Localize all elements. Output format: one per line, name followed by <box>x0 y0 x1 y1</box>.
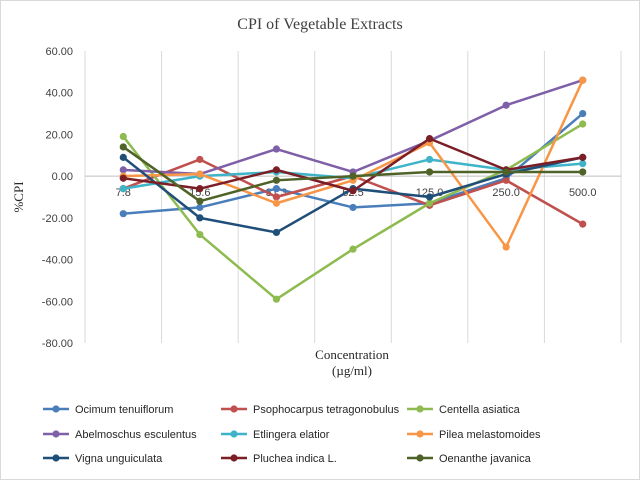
legend-swatch-marker <box>52 454 60 462</box>
legend-label: Vigna unguiculata <box>75 453 163 465</box>
legend-label: Psophocarpus tetragonobulus <box>253 404 400 416</box>
legend-label: Pluchea indica L. <box>253 453 337 465</box>
y-tick-label: -20.00 <box>42 213 73 225</box>
legend-label: Pilea melastomoides <box>439 429 541 441</box>
data-point <box>196 230 204 239</box>
legend-label: Abelmoschus esculentus <box>75 429 197 441</box>
legend: Ocimum tenuiflorum Psophocarpus tetragono… <box>43 404 541 465</box>
legend-item: Pilea melastomoides <box>407 429 541 441</box>
legend-item: Abelmoschus esculentus <box>43 429 197 441</box>
legend-swatch-marker <box>230 430 238 438</box>
data-point <box>272 295 281 303</box>
legend-item: Psophocarpus tetragonobulus <box>221 404 400 416</box>
data-point <box>579 120 587 128</box>
data-point <box>119 174 127 182</box>
data-point <box>425 199 434 207</box>
data-point <box>502 243 510 251</box>
chart-title: CPI of Vegetable Extracts <box>237 16 402 33</box>
data-point <box>579 76 587 84</box>
legend-item: Oenanthe javanica <box>407 453 532 465</box>
data-point <box>579 109 587 118</box>
legend-label: Etlingera elatior <box>253 429 330 441</box>
legend-swatch-marker <box>416 405 424 413</box>
legend-swatch-marker <box>230 454 238 462</box>
y-tick-label: 60.00 <box>45 46 73 58</box>
data-point <box>272 176 281 184</box>
y-axis-ticks: 60.00 40.00 20.00 0.00 -20.00 -40.00 -60.00 -80… <box>42 46 73 350</box>
data-point <box>196 197 204 205</box>
data-point <box>579 160 587 168</box>
data-point <box>119 143 127 151</box>
legend-item: Pluchea indica L. <box>221 453 337 465</box>
x-tick-label: 250.0 <box>492 187 520 199</box>
data-point <box>425 168 434 176</box>
data-point <box>502 168 510 176</box>
data-point <box>502 101 510 109</box>
data-point <box>349 172 357 180</box>
y-tick-label: -40.00 <box>42 255 73 267</box>
data-point <box>425 135 434 143</box>
data-point <box>196 214 204 222</box>
series-group <box>119 76 587 303</box>
data-point <box>272 199 281 207</box>
data-point <box>272 145 281 153</box>
data-point <box>349 203 357 212</box>
data-point <box>579 220 587 228</box>
series <box>119 76 587 251</box>
data-point <box>349 187 357 195</box>
data-point <box>349 245 357 253</box>
data-point <box>196 170 204 178</box>
y-tick-label: -80.00 <box>42 338 73 350</box>
data-point <box>579 153 587 161</box>
data-point <box>425 155 434 164</box>
y-axis-title: %CPI <box>11 181 26 212</box>
series <box>119 143 587 205</box>
legend-item: Etlingera elatior <box>221 429 330 441</box>
data-point <box>579 168 587 176</box>
data-point <box>272 228 281 237</box>
legend-label: Centella asiatica <box>439 404 521 416</box>
data-point <box>196 203 204 212</box>
data-point <box>502 176 510 184</box>
data-point <box>425 193 434 201</box>
y-tick-label: -60.00 <box>42 296 73 308</box>
legend-swatch-marker <box>230 405 238 413</box>
legend-label: Ocimum tenuiflorum <box>75 404 173 416</box>
data-point <box>196 155 204 164</box>
data-point <box>272 193 281 201</box>
legend-swatch-marker <box>416 430 424 438</box>
legend-label: Oenanthe javanica <box>439 453 532 465</box>
x-tick-label: 500.0 <box>569 187 597 199</box>
legend-swatch-marker <box>52 430 60 438</box>
y-tick-label: 0.00 <box>52 171 73 183</box>
data-point <box>272 185 281 193</box>
data-point <box>119 153 127 161</box>
legend-item: Vigna unguiculata <box>43 453 163 465</box>
y-tick-label: 40.00 <box>45 88 73 100</box>
data-point <box>119 210 127 218</box>
series <box>119 120 587 303</box>
x-tick-label: 7.8 <box>116 187 131 199</box>
data-point <box>119 132 127 141</box>
x-axis-title: Concentration <box>315 347 389 362</box>
y-tick-label: 20.00 <box>45 129 73 141</box>
data-point <box>119 166 127 174</box>
legend-item: Centella asiatica <box>407 404 521 416</box>
legend-swatch-marker <box>416 454 424 462</box>
x-axis-unit: (µg/ml) <box>332 363 372 378</box>
series-line <box>123 79 584 176</box>
data-point <box>119 185 127 193</box>
legend-item: Ocimum tenuiflorum <box>43 404 173 416</box>
data-point <box>196 185 204 193</box>
data-point <box>272 166 281 174</box>
legend-swatch-marker <box>52 405 60 413</box>
